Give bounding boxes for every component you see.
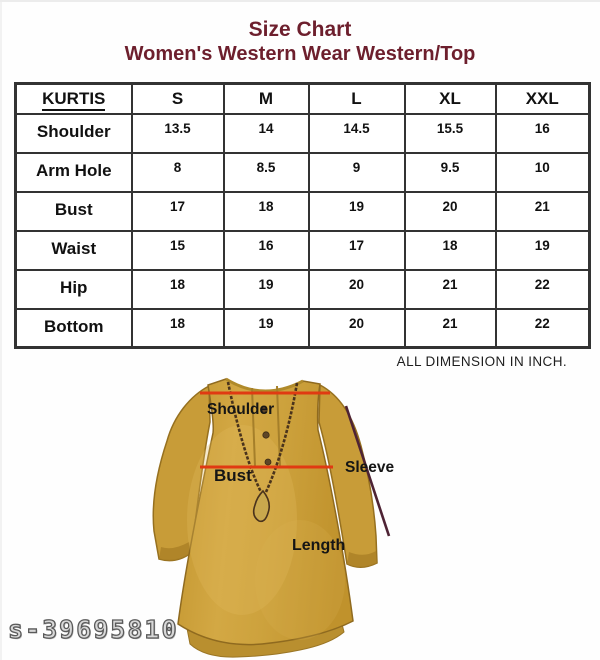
cell-value: 18 bbox=[222, 190, 310, 232]
bust-label: Bust bbox=[214, 466, 252, 485]
length-label: Length bbox=[292, 537, 345, 554]
cell-value: 22 bbox=[494, 268, 591, 310]
cell-value: 18 bbox=[130, 268, 225, 310]
necklace-pendant bbox=[252, 489, 270, 523]
button-1 bbox=[260, 406, 268, 414]
cell-value: 22 bbox=[494, 307, 591, 349]
cell-value: 10 bbox=[494, 151, 591, 193]
shoulder-label: Shoulder bbox=[207, 401, 274, 418]
dimension-unit-note: ALL DIMENSION IN INCH. bbox=[396, 354, 567, 369]
cell-value: 17 bbox=[130, 190, 225, 232]
col-header-xl: XL bbox=[403, 82, 497, 115]
col-header-s: S bbox=[130, 82, 225, 115]
table-row-waist: Waist 15 16 17 18 19 bbox=[14, 229, 591, 271]
table-row-bust: Bust 17 18 19 20 21 bbox=[14, 190, 591, 232]
cell-value: 18 bbox=[130, 307, 225, 349]
row-label: Shoulder bbox=[14, 112, 133, 154]
button-2 bbox=[262, 431, 270, 439]
cell-value: 13.5 bbox=[130, 112, 225, 154]
cell-value: 17 bbox=[307, 229, 406, 271]
cell-value: 21 bbox=[494, 190, 591, 232]
table-row-armhole: Arm Hole 8 8.5 9 9.5 10 bbox=[14, 151, 591, 193]
col-header-xxl: XXL bbox=[494, 82, 591, 115]
cell-value: 9.5 bbox=[403, 151, 497, 193]
placket-left-edge bbox=[251, 387, 256, 467]
cell-value: 15.5 bbox=[403, 112, 497, 154]
sleeve-label: Sleeve bbox=[345, 459, 395, 476]
cell-value: 20 bbox=[307, 268, 406, 310]
fabric-highlight bbox=[187, 425, 297, 615]
necklace-right-strand bbox=[264, 382, 299, 493]
col-header-m: M bbox=[222, 82, 310, 115]
row-label: Bust bbox=[14, 190, 133, 232]
placket-right-edge bbox=[276, 385, 281, 467]
cell-value: 14 bbox=[222, 112, 310, 154]
cell-value: 14.5 bbox=[307, 112, 406, 154]
cell-value: 9 bbox=[307, 151, 406, 193]
col-header-kurtis: KURTIS bbox=[14, 82, 133, 115]
watermark-id: s-39695810 bbox=[7, 614, 179, 644]
cell-value: 20 bbox=[307, 307, 406, 349]
page-title: Size Chart bbox=[248, 18, 352, 41]
size-table-header-row: KURTIS S M L XL XXL bbox=[14, 82, 591, 115]
cell-value: 19 bbox=[222, 268, 310, 310]
collar-band bbox=[225, 377, 304, 393]
row-label: Bottom bbox=[14, 307, 133, 349]
button-3 bbox=[264, 458, 272, 466]
size-table: KURTIS S M L XL XXL Shoulder 13.5 14 14.… bbox=[14, 82, 591, 349]
cell-value: 16 bbox=[494, 112, 591, 154]
col-header-l: L bbox=[307, 82, 406, 115]
garment-measurement-diagram: Shoulder Bust Sleeve Length bbox=[152, 377, 395, 658]
fabric-highlight-2 bbox=[255, 520, 345, 640]
row-label: Hip bbox=[14, 268, 133, 310]
row-label: Waist bbox=[14, 229, 133, 271]
cell-value: 18 bbox=[403, 229, 497, 271]
cell-value: 8.5 bbox=[222, 151, 310, 193]
cell-value: 20 bbox=[403, 190, 497, 232]
page-subtitle: Women's Western Wear Western/Top bbox=[124, 43, 476, 65]
left-cuff-shade bbox=[159, 542, 191, 561]
cell-value: 15 bbox=[130, 229, 225, 271]
table-row-hip: Hip 18 19 20 21 22 bbox=[14, 268, 591, 310]
cell-value: 21 bbox=[403, 307, 497, 349]
cell-value: 19 bbox=[222, 307, 310, 349]
cell-value: 21 bbox=[403, 268, 497, 310]
table-row-bottom: Bottom 18 19 20 21 22 bbox=[14, 307, 591, 349]
right-cuff-shade bbox=[347, 551, 377, 568]
cell-value: 19 bbox=[307, 190, 406, 232]
row-label: Arm Hole bbox=[14, 151, 133, 193]
cell-value: 16 bbox=[222, 229, 310, 271]
title-block: Size Chart Women's Western Wear Western/… bbox=[0, 17, 600, 66]
cell-value: 8 bbox=[130, 151, 225, 193]
table-row-shoulder: Shoulder 13.5 14 14.5 15.5 16 bbox=[14, 112, 591, 154]
cell-value: 19 bbox=[494, 229, 591, 271]
sleeve-measure-line bbox=[344, 405, 391, 537]
